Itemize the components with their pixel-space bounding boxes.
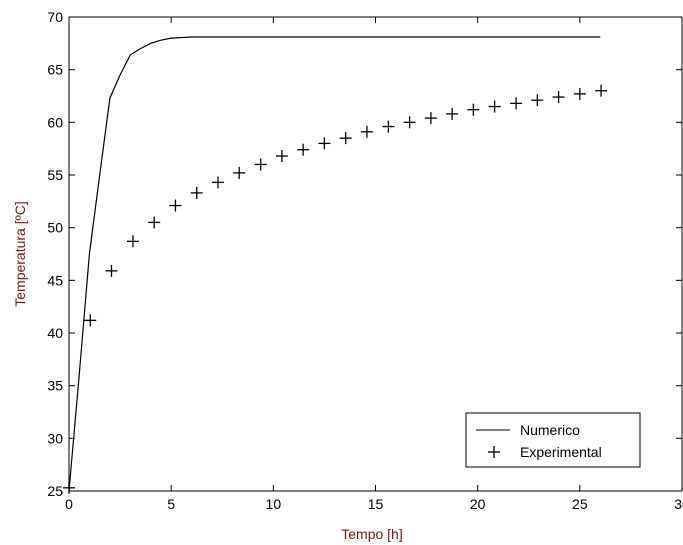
- y-axis-label: Temperatura [ºC]: [12, 201, 28, 307]
- data-point-experimental: [148, 216, 161, 229]
- data-point-experimental: [84, 314, 97, 327]
- data-point-experimental: [63, 481, 75, 494]
- data-point-experimental: [190, 186, 203, 199]
- data-point-experimental: [233, 166, 246, 179]
- data-point-experimental: [339, 132, 352, 145]
- x-tick-label: 0: [65, 496, 73, 512]
- data-point-experimental: [360, 125, 373, 138]
- series-layer: [63, 36, 608, 494]
- data-point-experimental: [488, 100, 501, 113]
- data-point-experimental: [254, 158, 267, 171]
- y-axis-ticks: 25 30 35 40 45 50 55 60 65 70: [47, 9, 682, 499]
- y-tick-label: 50: [47, 220, 63, 236]
- legend-label-numerico: Numerico: [520, 422, 580, 438]
- y-tick-label: 55: [47, 167, 63, 183]
- y-tick-label: 25: [47, 483, 63, 499]
- data-point-experimental: [403, 116, 416, 129]
- data-point-experimental: [446, 107, 459, 120]
- y-tick-label: 35: [47, 378, 63, 394]
- y-tick-label: 30: [47, 430, 63, 446]
- data-point-experimental: [169, 199, 182, 212]
- data-point-experimental: [424, 112, 437, 125]
- series-line-numerico: [68, 36, 601, 492]
- legend-box: [465, 412, 641, 468]
- x-tick-label: 10: [266, 496, 282, 512]
- y-tick-label: 45: [47, 272, 63, 288]
- data-point-experimental: [382, 120, 395, 133]
- y-tick-label: 60: [47, 114, 63, 130]
- data-point-experimental: [126, 235, 139, 248]
- x-tick-label: 15: [368, 496, 384, 512]
- data-point-experimental: [211, 176, 224, 189]
- data-point-experimental: [318, 137, 331, 150]
- y-tick-label: 70: [47, 9, 63, 25]
- x-tick-label: 5: [167, 496, 175, 512]
- x-axis-label: Tempo [h]: [341, 526, 402, 542]
- data-point-experimental: [297, 143, 310, 156]
- data-point-experimental: [275, 150, 288, 163]
- data-point-experimental: [531, 94, 544, 107]
- x-tick-label: 30: [674, 496, 683, 512]
- x-tick-label: 20: [470, 496, 486, 512]
- legend-label-experimental: Experimental: [520, 444, 602, 460]
- data-point-experimental: [552, 91, 565, 104]
- data-point-experimental: [510, 97, 523, 110]
- legend: Numerico Experimental: [465, 412, 641, 468]
- y-tick-label: 65: [47, 62, 63, 78]
- data-point-experimental: [105, 264, 118, 277]
- data-point-experimental: [595, 84, 608, 97]
- data-point-experimental: [467, 103, 480, 116]
- legend-plus-marker: [488, 446, 500, 458]
- y-tick-label: 40: [47, 325, 63, 341]
- x-tick-label: 25: [572, 496, 588, 512]
- data-point-experimental: [573, 87, 586, 100]
